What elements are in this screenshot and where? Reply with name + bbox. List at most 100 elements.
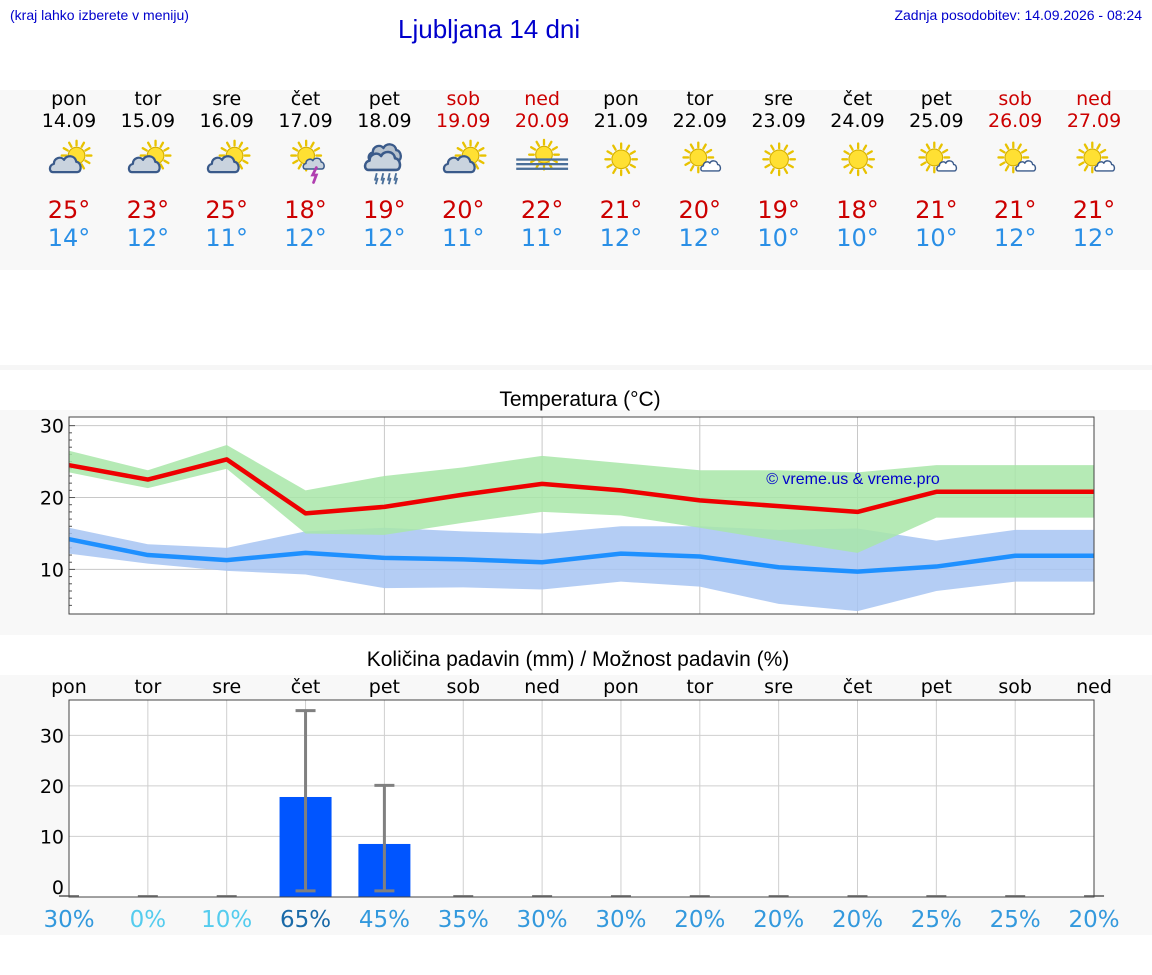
y-tick-label: 10 xyxy=(40,559,64,581)
sun-ray xyxy=(942,148,949,154)
day-name: sob xyxy=(998,88,1032,110)
x-category-label: tor xyxy=(686,676,713,698)
sun-icon xyxy=(761,142,796,177)
day-date: 25.09 xyxy=(909,110,964,132)
day-name: ned xyxy=(524,88,560,110)
min-temperature: 12° xyxy=(363,224,406,252)
max-temperature: 23° xyxy=(126,196,170,224)
day-date: 21.09 xyxy=(593,110,649,132)
day-name: pet xyxy=(368,88,400,110)
max-temperature: 21° xyxy=(1072,196,1116,224)
y-tick-label: 10 xyxy=(40,826,64,848)
day-date: 15.09 xyxy=(120,110,176,132)
sun-small-cloud-icon xyxy=(997,141,1037,174)
sun-disc xyxy=(611,149,631,170)
day-date: 16.09 xyxy=(199,110,254,132)
max-temperature: 19° xyxy=(363,196,406,224)
sun-ray xyxy=(938,143,944,150)
sun-ray xyxy=(999,148,1006,154)
cloud-outline xyxy=(699,160,721,172)
error-bar xyxy=(295,709,316,893)
sun-ray xyxy=(535,140,541,148)
cloud-outline xyxy=(206,155,240,174)
sun-small-cloud-icon xyxy=(918,141,958,174)
sun-disc xyxy=(847,149,868,170)
sun-ray xyxy=(141,147,148,152)
day-name: čet xyxy=(842,88,873,110)
precipitation-probability-label: 25% xyxy=(911,907,962,933)
sun-ray xyxy=(291,147,299,152)
sun-ray xyxy=(629,150,636,155)
cloud-outline xyxy=(1094,160,1116,172)
sun-ray xyxy=(478,159,485,165)
sun-ray xyxy=(241,147,249,152)
forecast-day: pet 18.09 19° 12° xyxy=(344,88,424,258)
sun-small-cloud-icon xyxy=(682,141,721,174)
page-title: Ljubljana 14 dni xyxy=(398,14,581,44)
sun-ray xyxy=(848,167,854,175)
precipitation-probability-label: 0% xyxy=(130,907,167,933)
sun-ray xyxy=(1083,143,1089,150)
rain-drop xyxy=(387,172,391,181)
cloud-outline xyxy=(936,160,958,172)
rain-drop xyxy=(374,172,379,181)
cloud-outline xyxy=(364,150,402,172)
sun-ray xyxy=(551,146,559,151)
sun-ray xyxy=(474,141,480,148)
forecast-day: tor 15.09 23° 12° xyxy=(108,88,188,258)
day-date: 27.09 xyxy=(1066,110,1122,132)
fog-line xyxy=(516,163,569,166)
sun-ray xyxy=(702,143,707,150)
sun-ray xyxy=(80,141,86,148)
cloud-shape xyxy=(443,155,476,174)
sun-ray xyxy=(920,148,927,154)
precipitation-plot-frame xyxy=(68,699,1095,898)
sun-ray xyxy=(787,150,794,155)
sun-shape xyxy=(761,142,796,177)
forecast-day: sob 19.09 20° 11° xyxy=(423,88,503,258)
max-temperature: 21° xyxy=(915,196,958,224)
sun-ray xyxy=(530,146,537,151)
sun-shape xyxy=(840,142,875,177)
x-category-label: pet xyxy=(921,676,952,698)
precipitation-probability-label: 65% xyxy=(280,907,331,933)
sun-ray xyxy=(80,163,86,170)
rain-drop xyxy=(393,172,398,181)
sun-ray xyxy=(783,144,788,151)
sun-ray xyxy=(689,143,695,150)
day-date: 19.09 xyxy=(436,110,491,132)
min-temperature: 10° xyxy=(915,224,958,252)
sun-ray xyxy=(84,147,91,152)
cloud-outline xyxy=(127,155,161,174)
x-category-label: pon xyxy=(51,676,87,698)
rain-cloud-icon xyxy=(364,143,403,185)
min-temperature: 12° xyxy=(993,224,1037,252)
cloud-shape xyxy=(206,155,240,174)
divider xyxy=(0,365,1152,370)
day-date: 22.09 xyxy=(672,110,727,132)
min-temperature: 12° xyxy=(1072,224,1116,252)
precipitation-probability-label: 35% xyxy=(438,907,489,933)
day-name: pet xyxy=(920,88,952,110)
sun-ray xyxy=(787,163,794,169)
min-temperature: 10° xyxy=(757,224,800,252)
max-temperature: 18° xyxy=(836,196,879,224)
sun-thunder-icon xyxy=(289,139,325,184)
day-date: 24.09 xyxy=(830,110,885,132)
sun-ray xyxy=(625,167,631,175)
min-temperature-line xyxy=(68,537,1095,574)
day-date: 20.09 xyxy=(514,110,570,132)
sun-ray xyxy=(689,165,695,172)
sun-icon xyxy=(840,142,875,177)
sun-ray xyxy=(309,141,315,148)
sun-ray xyxy=(1096,143,1101,150)
precipitation-probability-label: 30% xyxy=(517,907,568,933)
sun-ray xyxy=(842,150,850,155)
sun-ray xyxy=(862,167,867,175)
forecast-day: tor 22.09 20° 12° xyxy=(660,88,740,258)
x-category-label: čet xyxy=(843,676,873,698)
day-name: čet xyxy=(290,88,321,110)
cloud-outline xyxy=(443,155,476,174)
sun-ray xyxy=(67,141,73,148)
min-temperature: 11° xyxy=(520,224,564,252)
